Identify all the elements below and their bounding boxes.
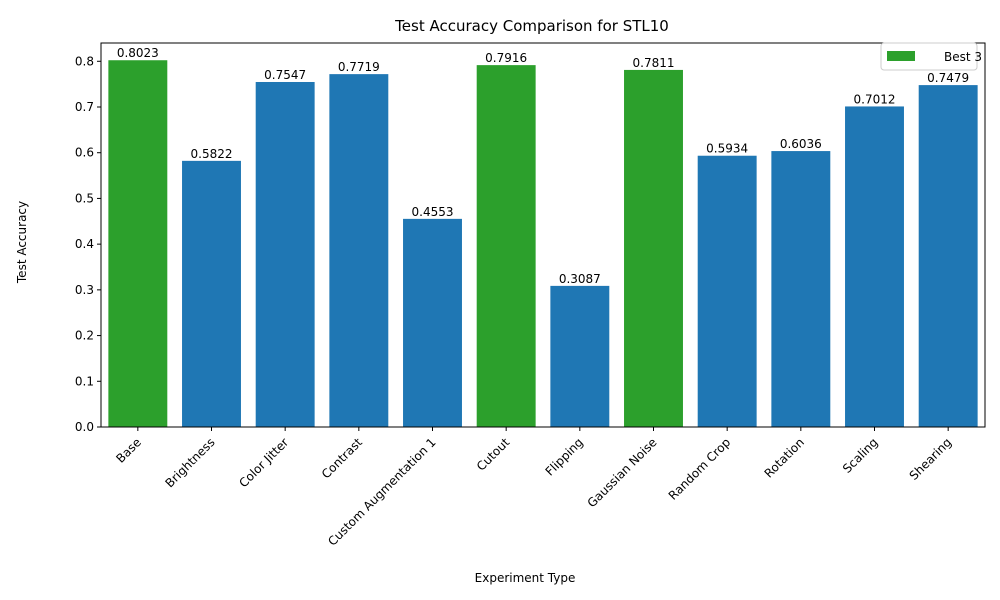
x-axis-label: Experiment Type: [475, 571, 576, 585]
bar: [476, 65, 536, 427]
bar-value-label: 0.8023: [117, 46, 159, 60]
y-tick-label: 0.0: [75, 420, 94, 434]
bar-value-label: 0.4553: [412, 205, 454, 219]
bar-value-label: 0.7811: [633, 56, 675, 70]
x-tick-label: Gaussian Noise: [585, 435, 660, 510]
bar-value-label: 0.5822: [191, 147, 233, 161]
bar-value-label: 0.6036: [780, 137, 822, 151]
x-tick-label: Rotation: [762, 435, 807, 480]
bar: [550, 285, 610, 427]
bar-value-label: 0.7012: [854, 92, 896, 106]
chart-title: Test Accuracy Comparison for STL10: [394, 17, 669, 35]
bar-value-label: 0.3087: [559, 272, 601, 286]
legend: Best 3: [880, 42, 982, 71]
bar-value-label: 0.7916: [485, 51, 527, 65]
y-tick-label: 0.7: [75, 100, 94, 114]
y-tick-label: 0.1: [75, 374, 94, 388]
bar: [108, 60, 168, 428]
x-tick-label: Base: [113, 435, 144, 466]
x-tick-label: Scaling: [840, 435, 881, 476]
bar: [255, 81, 315, 427]
x-tick-label: Cutout: [474, 435, 513, 474]
x-tick-label: Color Jitter: [236, 435, 291, 490]
y-axis-label: Test Accuracy: [15, 201, 29, 284]
bar-value-label: 0.7719: [338, 60, 380, 74]
bar-value-label: 0.7547: [264, 68, 306, 82]
bar: [624, 69, 683, 427]
legend-swatch-best-3: [887, 51, 915, 61]
x-tick-label: Random Crop: [666, 435, 734, 503]
bar: [697, 155, 757, 427]
y-tick-label: 0.5: [75, 191, 94, 205]
bar: [403, 218, 462, 427]
x-tick-label: Brightness: [163, 435, 218, 490]
bar: [845, 106, 904, 428]
x-tick-label: Flipping: [543, 435, 586, 478]
y-tick-label: 0.4: [75, 237, 94, 251]
plot-area: 0.0 0.1 0.2 0.3 0.4 0.5 0.6 0.7 0.8 0.8023 Base 0.5…: [75, 42, 986, 549]
legend-label: Best 3: [944, 50, 982, 64]
y-tick-label: 0.6: [75, 146, 94, 160]
y-tick-label: 0.3: [75, 283, 94, 297]
x-tick-label: Contrast: [319, 435, 365, 481]
bar: [771, 151, 831, 427]
bar-value-label: 0.7479: [927, 71, 969, 85]
x-tick-label: Shearing: [907, 435, 955, 483]
bar: [918, 85, 978, 428]
plot-frame: [100, 42, 986, 428]
bar-value-label: 0.5934: [706, 142, 748, 156]
bar: [182, 160, 241, 427]
y-tick-label: 0.2: [75, 329, 94, 343]
bar: [329, 74, 389, 427]
y-tick-label: 0.8: [75, 54, 94, 68]
legend-frame: [880, 42, 978, 71]
